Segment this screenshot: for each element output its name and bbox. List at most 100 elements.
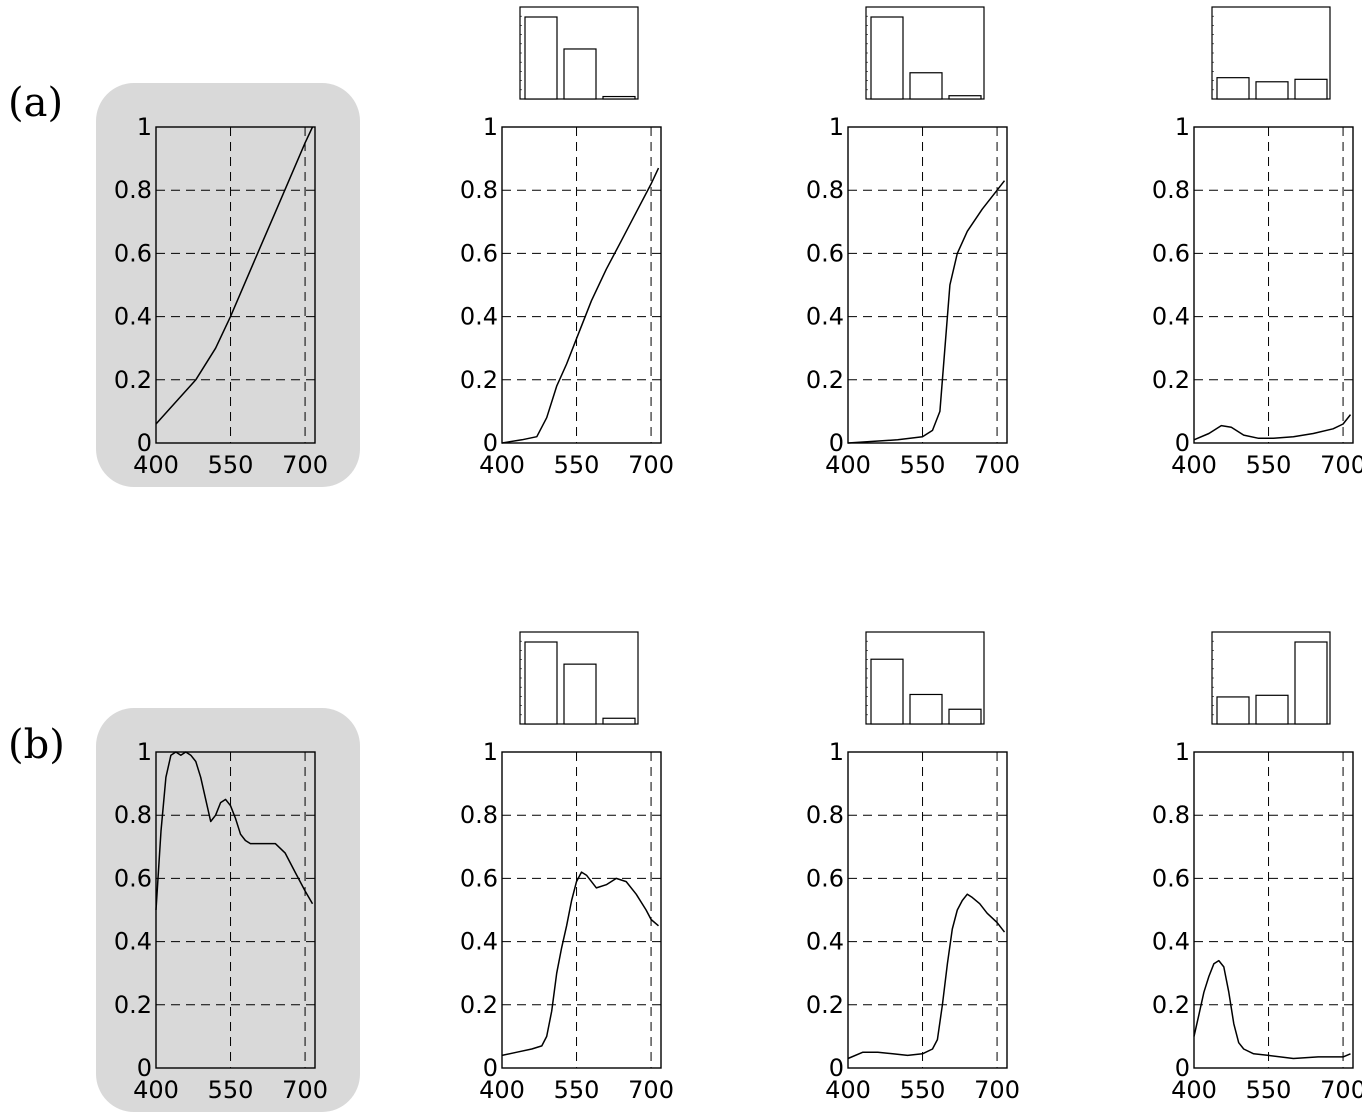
- y-tick-label: 0.4: [460, 303, 498, 331]
- inset-bar: [1294, 78, 1328, 100]
- inset-bar: [1255, 694, 1289, 725]
- inset-bar: [909, 72, 943, 100]
- series-line: [847, 180, 1006, 444]
- x-tick-label: 400: [133, 1076, 179, 1104]
- y-tick-label: 0.2: [1152, 991, 1190, 1019]
- y-tick-label: 1: [829, 738, 844, 766]
- chart-panel-7: 0 0.2 0.4 0.6 0.8 1 400 550 700: [806, 631, 1020, 1104]
- inset-bar: [602, 95, 636, 100]
- y-tick-label: 0.4: [806, 303, 844, 331]
- x-tick-label: 550: [554, 451, 600, 479]
- x-tick-label: 700: [1320, 1076, 1362, 1104]
- inset-bar: [870, 16, 904, 100]
- y-tick-label: 0.8: [806, 176, 844, 204]
- inset-bar: [1216, 696, 1250, 725]
- y-tick-label: 0.2: [1152, 366, 1190, 394]
- plot-frame: [847, 126, 1008, 444]
- series-line: [501, 167, 660, 444]
- x-tick-label: 700: [282, 1076, 328, 1104]
- y-tick-label: 0.6: [114, 864, 152, 892]
- x-tick-label: 700: [974, 1076, 1020, 1104]
- y-tick-label: 0.2: [114, 991, 152, 1019]
- chart-panel-3: 0 0.2 0.4 0.6 0.8 1 400 550 700: [806, 6, 1020, 479]
- x-tick-label: 400: [479, 1076, 525, 1104]
- y-tick-label: 1: [829, 113, 844, 141]
- y-tick-label: 0.6: [806, 239, 844, 267]
- y-tick-label: 1: [1175, 113, 1190, 141]
- y-tick-label: 0.4: [1152, 928, 1190, 956]
- x-tick-label: 400: [825, 1076, 871, 1104]
- series-line: [1193, 959, 1351, 1060]
- y-tick-label: 0.2: [114, 366, 152, 394]
- y-tick-label: 0.4: [460, 928, 498, 956]
- chart-panel-1: 0 0.2 0.4 0.6 0.8 1 400 550 700: [96, 83, 360, 487]
- chart-panel-5: 0 0.2 0.4 0.6 0.8 1 400 550 700: [96, 708, 360, 1112]
- x-tick-label: 550: [208, 1076, 254, 1104]
- y-tick-label: 0.8: [1152, 801, 1190, 829]
- series-line: [1193, 414, 1352, 441]
- plot-frame: [155, 126, 316, 444]
- y-tick-label: 0.6: [1152, 239, 1190, 267]
- highlight-background: [96, 83, 360, 487]
- series-line: [155, 751, 314, 911]
- y-tick-label: 0: [829, 429, 844, 457]
- chart-panel-8: 0 0.2 0.4 0.6 0.8 1 400 550 700: [1152, 631, 1362, 1104]
- x-tick-label: 550: [208, 451, 254, 479]
- inset-bar: [909, 693, 943, 725]
- inset-bar: [563, 663, 597, 725]
- x-tick-label: 550: [900, 1076, 946, 1104]
- inset-bar: [948, 95, 982, 100]
- y-tick-label: 0.6: [460, 864, 498, 892]
- x-tick-label: 700: [628, 451, 674, 479]
- y-tick-label: 0.8: [114, 801, 152, 829]
- y-tick-label: 0.8: [1152, 176, 1190, 204]
- y-tick-label: 0.2: [806, 991, 844, 1019]
- y-tick-label: 0.8: [460, 176, 498, 204]
- x-tick-label: 400: [133, 451, 179, 479]
- y-tick-label: 0.6: [114, 239, 152, 267]
- y-tick-label: 0.2: [806, 366, 844, 394]
- x-tick-label: 400: [479, 451, 525, 479]
- x-tick-label: 700: [974, 451, 1020, 479]
- y-tick-label: 0.4: [806, 928, 844, 956]
- chart-panel-2: 0 0.2 0.4 0.6 0.8 1 400 550 700: [460, 6, 674, 479]
- plot-frame: [847, 751, 1008, 1069]
- chart-panel-6: 0 0.2 0.4 0.6 0.8 1 400 550 700: [460, 631, 674, 1104]
- y-tick-label: 1: [483, 738, 498, 766]
- inset-bar: [602, 717, 636, 725]
- y-tick-label: 0.6: [1152, 864, 1190, 892]
- plot-frame: [501, 126, 662, 444]
- x-tick-label: 550: [900, 451, 946, 479]
- y-tick-label: 1: [137, 113, 152, 141]
- y-tick-label: 1: [1175, 738, 1190, 766]
- inset-bar: [1294, 641, 1328, 725]
- inset-bar: [1216, 77, 1250, 100]
- y-tick-label: 0: [137, 1054, 152, 1082]
- inset-bar: [870, 658, 904, 725]
- y-tick-label: 0.4: [114, 928, 152, 956]
- series-line: [155, 126, 314, 425]
- inset-bar: [524, 641, 558, 725]
- y-tick-label: 0.4: [1152, 303, 1190, 331]
- y-tick-label: 0.6: [460, 239, 498, 267]
- row-label-a: (a): [8, 80, 63, 126]
- y-tick-label: 0.2: [460, 366, 498, 394]
- y-tick-label: 0: [1175, 1054, 1190, 1082]
- y-tick-label: 0.8: [114, 176, 152, 204]
- chart-panel-4: 0 0.2 0.4 0.6 0.8 1 400 550 700: [1152, 6, 1362, 479]
- x-tick-label: 550: [1246, 1076, 1292, 1104]
- x-tick-label: 400: [1171, 451, 1217, 479]
- y-tick-label: 0.2: [460, 991, 498, 1019]
- y-tick-label: 0.8: [460, 801, 498, 829]
- y-tick-label: 1: [483, 113, 498, 141]
- y-tick-label: 0: [137, 429, 152, 457]
- x-tick-label: 700: [628, 1076, 674, 1104]
- y-tick-label: 0.4: [114, 303, 152, 331]
- x-tick-label: 550: [1246, 451, 1292, 479]
- inset-bar: [948, 708, 982, 725]
- series-line: [501, 871, 659, 1057]
- plot-frame: [1193, 751, 1354, 1069]
- y-tick-label: 1: [137, 738, 152, 766]
- y-tick-label: 0: [829, 1054, 844, 1082]
